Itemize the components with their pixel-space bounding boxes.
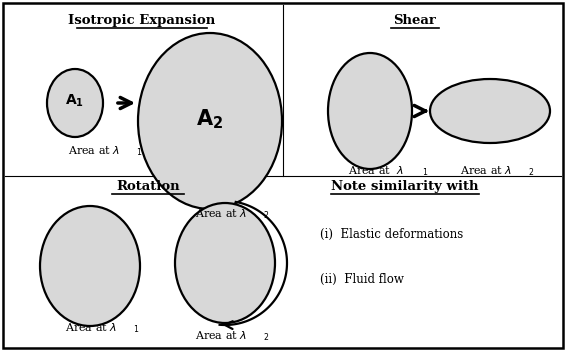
Text: $_2$: $_2$	[528, 167, 534, 179]
Text: Area at $\lambda$: Area at $\lambda$	[68, 144, 120, 156]
Text: Area at $\lambda$: Area at $\lambda$	[195, 329, 247, 341]
Text: Area at $\lambda$: Area at $\lambda$	[460, 164, 512, 176]
Text: $_1$: $_1$	[136, 147, 142, 159]
Text: Rotation: Rotation	[116, 180, 180, 193]
Ellipse shape	[47, 69, 103, 137]
Text: Shear: Shear	[393, 14, 436, 27]
Ellipse shape	[430, 79, 550, 143]
Text: (i)  Elastic deformations: (i) Elastic deformations	[320, 228, 463, 241]
Text: Area at $\lambda$: Area at $\lambda$	[195, 207, 247, 219]
Text: $_1$: $_1$	[422, 167, 428, 179]
Text: (ii)  Fluid flow: (ii) Fluid flow	[320, 273, 404, 286]
Text: Note similarity with: Note similarity with	[331, 180, 479, 193]
Text: Isotropic Expansion: Isotropic Expansion	[68, 14, 216, 27]
Text: Area at $\lambda$: Area at $\lambda$	[65, 321, 117, 333]
Text: $_2$: $_2$	[263, 332, 269, 344]
Ellipse shape	[328, 53, 412, 169]
Text: $\mathbf{A_1}$: $\mathbf{A_1}$	[66, 93, 84, 109]
Text: $_1$: $_1$	[133, 324, 139, 336]
Text: Area at  $\lambda$: Area at $\lambda$	[348, 164, 404, 176]
Text: $_2$: $_2$	[263, 210, 269, 222]
Text: $\mathbf{A_2}$: $\mathbf{A_2}$	[196, 107, 224, 131]
Ellipse shape	[175, 203, 275, 323]
Ellipse shape	[138, 33, 282, 209]
Ellipse shape	[40, 206, 140, 326]
